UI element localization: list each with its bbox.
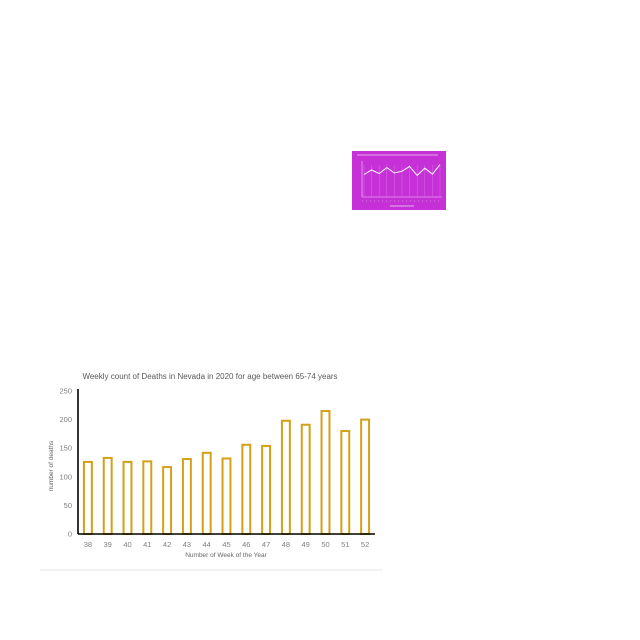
bar-week-39 [102,456,113,536]
x-axis-label: Number of Week of the Year [185,552,267,559]
y-tick-label: 0 [68,530,72,539]
bar-week-41 [142,460,153,535]
bar-week-38 [82,460,93,536]
x-tick-label: 41 [143,540,151,549]
bar-week-52 [360,418,371,536]
x-tick-label: 39 [104,540,112,549]
thumbnail-series-line [363,164,441,177]
x-tick-label: 51 [341,540,349,549]
x-tick-label: 42 [163,540,171,549]
bar-week-45 [221,457,232,535]
bar-week-50 [320,410,331,535]
y-tick-label: 200 [59,415,72,424]
x-tick-label: 38 [84,540,92,549]
x-tick-label: 49 [302,540,310,549]
thumbnail-chart-svg [357,154,442,207]
x-tick-label: 44 [203,540,211,549]
bar-week-46 [241,443,252,536]
x-tick-label: 48 [282,540,290,549]
bar-week-47 [261,444,272,535]
bar-week-51 [340,430,351,536]
thumbnail-chart [352,151,446,210]
x-tick-label: 45 [222,540,230,549]
bar-week-42 [162,466,173,535]
y-tick-label: 150 [59,444,72,453]
y-tick-label: 250 [59,387,72,396]
y-tick-label: 100 [59,472,72,481]
chart-title: Weekly count of Deaths in Nevada in 2020… [82,372,337,381]
x-tick-label: 46 [242,540,250,549]
x-tick-label: 43 [183,540,191,549]
x-tick-label: 40 [123,540,131,549]
y-tick-label: 50 [64,501,72,510]
bar-week-40 [122,460,133,536]
bar-week-49 [300,423,311,535]
bar-week-44 [201,451,212,535]
bar-week-48 [280,419,291,535]
x-tick-label: 52 [361,540,369,549]
y-axis-label: number of deaths [48,440,55,491]
x-tick-label: 47 [262,540,270,549]
x-tick-label: 50 [321,540,329,549]
bar-week-43 [181,458,192,535]
